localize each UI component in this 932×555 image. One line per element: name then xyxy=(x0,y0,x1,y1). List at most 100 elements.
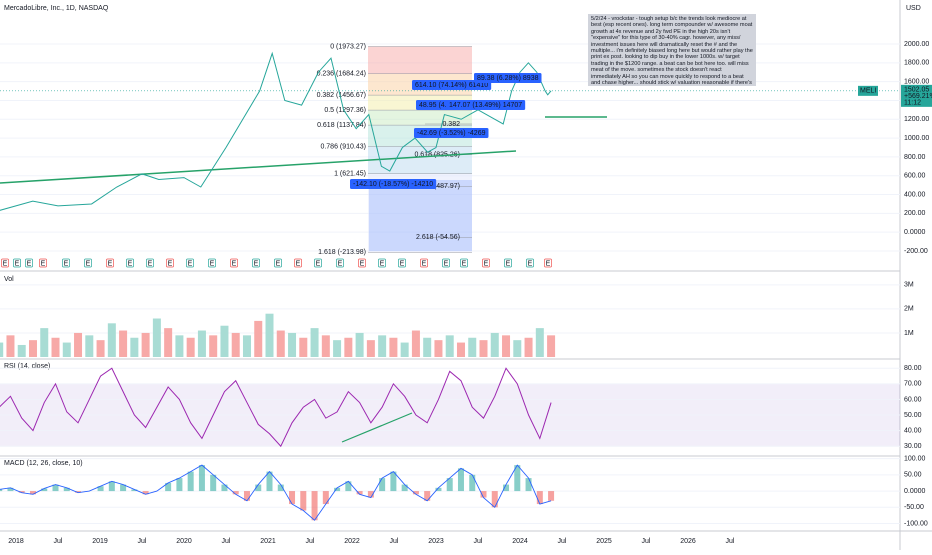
fib-label: 0.618 (1137.84) xyxy=(317,122,366,129)
fib-label: 1.618 (-213.98) xyxy=(318,249,366,256)
pane-tick-label: 60.00 xyxy=(904,396,922,403)
macd-hist xyxy=(198,465,205,492)
event-label: E xyxy=(484,260,489,267)
volume-bar xyxy=(164,328,173,357)
volume-bar xyxy=(40,328,49,357)
macd-hist xyxy=(379,478,386,492)
macd-hist xyxy=(255,484,262,492)
volume-bar xyxy=(96,340,105,357)
volume-bar xyxy=(276,330,285,357)
price-tick-label: 0.0000 xyxy=(904,229,926,236)
macd-hist xyxy=(514,465,521,492)
price-tick-label: 1600.00 xyxy=(904,78,929,85)
event-label: E xyxy=(360,260,365,267)
fib-label: 0.382 xyxy=(442,121,460,128)
macd-hist xyxy=(491,491,498,508)
macd-hist xyxy=(503,484,510,492)
macd-hist xyxy=(165,482,172,492)
event-label: E xyxy=(64,260,69,267)
volume-bar xyxy=(434,340,443,357)
pane-tick-label: 2M xyxy=(904,306,914,313)
macd-hist xyxy=(243,491,250,501)
event-label: E xyxy=(316,260,321,267)
price-tag xyxy=(901,84,932,107)
price-line xyxy=(0,51,552,211)
event-marker xyxy=(460,258,468,268)
volume-bar xyxy=(107,323,116,357)
macd-hist xyxy=(367,491,374,498)
time-tick-label: 2020 xyxy=(176,538,192,545)
event-label: E xyxy=(232,260,237,267)
fib-band xyxy=(368,146,472,174)
macd-hist xyxy=(266,471,273,492)
pane-label: RSI (14, close) xyxy=(4,363,50,370)
event-label: E xyxy=(444,260,449,267)
event-marker xyxy=(544,258,552,268)
measure-label: -42.69 (-3.52%) -4269 xyxy=(417,130,486,137)
time-tick-label: Jul xyxy=(474,538,483,545)
measure-label: 614.10 (74.14%) 61410 xyxy=(415,82,488,89)
macd-hist xyxy=(75,491,82,493)
event-label: E xyxy=(276,260,281,267)
event-marker xyxy=(314,258,322,268)
symbol-title: MercadoLibre, Inc., 1D, NASDAQ xyxy=(4,5,109,12)
event-marker xyxy=(126,258,134,268)
event-marker xyxy=(294,258,302,268)
event-label: E xyxy=(86,260,91,267)
time-tick-label: Jul xyxy=(54,538,63,545)
volume-bar xyxy=(490,332,499,357)
fib-label: 2.618 (-54.56) xyxy=(416,234,460,241)
volume-bar xyxy=(299,337,308,357)
volume-bar xyxy=(547,335,556,357)
volume-bar xyxy=(445,335,454,357)
fib-label: 0.5 (1297.36) xyxy=(324,107,366,114)
volume-bar xyxy=(152,318,161,357)
volume-bar xyxy=(220,325,229,357)
event-marker xyxy=(106,258,114,268)
event-label: E xyxy=(380,260,385,267)
pane-tick-label: 100.00 xyxy=(904,455,926,462)
fib-label: 1 (621.45) xyxy=(334,171,366,178)
fib-band xyxy=(368,110,472,126)
volume-bar xyxy=(288,332,297,357)
event-label: E xyxy=(15,260,20,267)
event-marker xyxy=(398,258,406,268)
volume-bar xyxy=(85,335,94,357)
event-label: E xyxy=(338,260,343,267)
volume-bar xyxy=(231,332,240,357)
pane-tick-label: 50.00 xyxy=(904,412,922,419)
event-marker xyxy=(482,258,490,268)
volume-bar xyxy=(400,342,409,357)
fib-band xyxy=(368,46,472,74)
macd-hist xyxy=(221,484,228,492)
time-tick-label: 2019 xyxy=(92,538,108,545)
volume-bar xyxy=(6,335,15,357)
pane-label: MACD (12, 26, close, 10) xyxy=(4,460,83,467)
macd-line xyxy=(0,464,552,521)
time-tick-label: Jul xyxy=(726,538,735,545)
event-label: E xyxy=(254,260,259,267)
event-marker xyxy=(25,258,33,268)
price-tick-label: 1000.00 xyxy=(904,135,929,142)
volume-bar xyxy=(141,332,150,357)
event-marker xyxy=(146,258,154,268)
event-marker xyxy=(39,258,47,268)
volume-bar xyxy=(119,330,128,357)
event-marker xyxy=(252,258,260,268)
price-tick-label: 1800.00 xyxy=(904,60,929,67)
volume-bar xyxy=(344,337,353,357)
volume-bar xyxy=(389,337,398,357)
volume-bar xyxy=(310,328,319,357)
macd-hist xyxy=(401,484,408,492)
macd-hist xyxy=(7,487,14,492)
measure-label-bg xyxy=(412,80,492,90)
price-tick-label: 200.00 xyxy=(904,210,926,217)
pane-tick-label: -50.00 xyxy=(904,504,924,511)
time-tick-label: 2026 xyxy=(680,538,696,545)
pane-tick-label: 3M xyxy=(904,282,914,289)
volume-bar xyxy=(479,340,488,357)
macd-hist xyxy=(311,491,318,521)
event-label: E xyxy=(168,260,173,267)
macd-hist xyxy=(187,471,194,492)
